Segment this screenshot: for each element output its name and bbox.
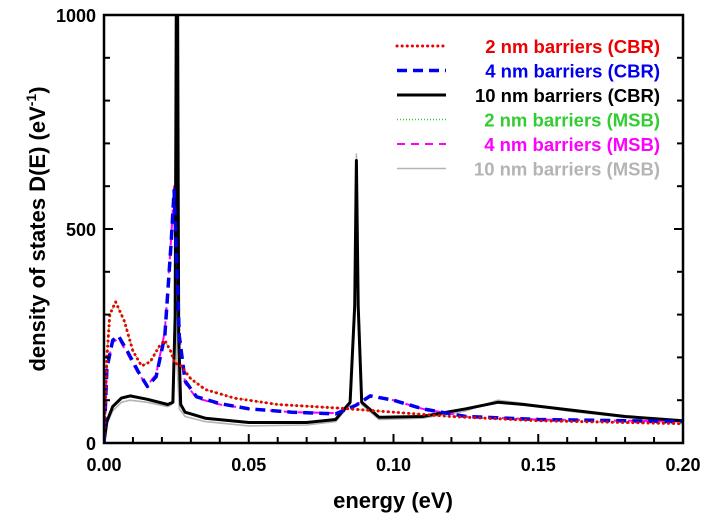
legend-label: 2 nm barriers (CBR)	[485, 36, 660, 57]
y-axis-label: density of states D(E) (eV-1)	[23, 86, 50, 371]
x-tick-label: 0.00	[86, 455, 121, 475]
series-line-5	[104, 300, 683, 443]
y-tick-label: 500	[66, 220, 96, 240]
legend-label: 10 nm barriers (MSB)	[474, 159, 660, 180]
series-layer	[104, 15, 683, 443]
series-line-4	[104, 188, 683, 443]
legend-item: 2 nm barriers (MSB)	[397, 110, 660, 131]
legend-label: 2 nm barriers (MSB)	[484, 110, 660, 131]
legend-item: 10 nm barriers (MSB)	[397, 159, 660, 180]
legend-item: 4 nm barriers (CBR)	[397, 61, 660, 82]
x-tick-label: 0.10	[376, 455, 411, 475]
series-line-1	[104, 185, 683, 443]
legend-item: 10 nm barriers (CBR)	[397, 85, 660, 106]
legend-label: 10 nm barriers (CBR)	[475, 85, 660, 106]
x-tick-label: 0.20	[665, 455, 700, 475]
x-axis-label: energy (eV)	[333, 488, 453, 513]
legend-label: 4 nm barriers (CBR)	[485, 61, 660, 82]
legend-label: 4 nm barriers (MSB)	[484, 134, 660, 155]
y-tick-label: 0	[86, 434, 96, 454]
x-tick-label: 0.05	[231, 455, 266, 475]
y-tick-label: 1000	[56, 6, 96, 26]
legend-item: 4 nm barriers (MSB)	[397, 134, 660, 155]
x-tick-label: 0.15	[521, 455, 556, 475]
legend-item: 2 nm barriers (CBR)	[395, 36, 660, 57]
series-line-3	[104, 15, 683, 443]
axis-ticks: 0.00 0.05 0.10 0.15 0.20 0 500 1000	[56, 6, 701, 475]
legend: 2 nm barriers (CBR) 4 nm barriers (CBR) 10…	[395, 36, 660, 180]
